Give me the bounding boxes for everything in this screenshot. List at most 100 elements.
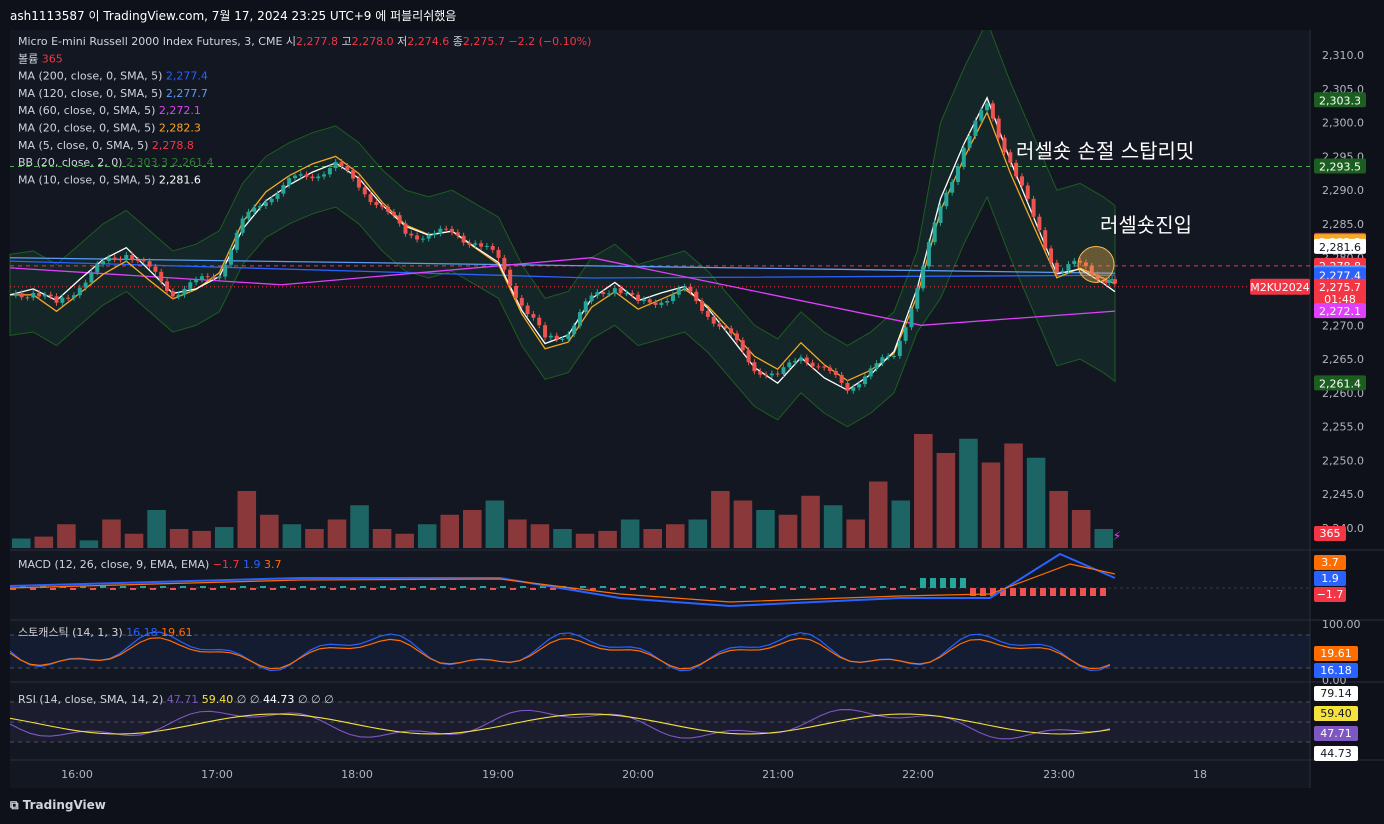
price-label: 2,281.6 <box>1319 241 1361 254</box>
legend-value: MA (20, close, 0, SMA, 5) <box>18 122 159 135</box>
candle <box>822 366 827 368</box>
macd-histogram-bar <box>230 588 236 590</box>
candle <box>205 276 210 278</box>
macd-histogram-bar <box>540 586 546 588</box>
macd-histogram-bar <box>710 588 716 590</box>
legend-value: −2.2 (−0.10%) <box>505 35 591 48</box>
macd-histogram-bar <box>670 588 676 590</box>
macd-histogram-bar <box>1050 588 1056 596</box>
rsi-label-box <box>1314 706 1358 721</box>
legend-value: 2,281.6 <box>159 173 201 186</box>
macd-histogram-bar <box>870 588 876 590</box>
macd-histogram-bar <box>340 586 346 588</box>
macd-histogram-bar <box>240 586 246 588</box>
time-tick-label: 23:00 <box>1043 768 1075 781</box>
macd-histogram-bar <box>10 588 16 590</box>
volume-bar <box>823 505 843 548</box>
candle <box>159 271 164 282</box>
candle <box>484 245 489 247</box>
annotation-entry: 러셀숏진입 <box>1100 213 1192 237</box>
legend-value: 종 <box>449 35 463 48</box>
candle <box>48 294 53 297</box>
volume-bar <box>665 524 685 548</box>
macd-histogram-bar <box>410 588 416 590</box>
time-tick-label: 18 <box>1193 768 1207 781</box>
macd-histogram-bar <box>490 588 496 590</box>
volume-bar <box>102 519 121 548</box>
macd-histogram-bar <box>1000 588 1006 596</box>
volume-bar <box>1071 510 1091 548</box>
stoch-legend-value: 19.61 <box>161 626 193 639</box>
macd-histogram-bar <box>630 588 636 590</box>
legend-row: MA (10, close, 0, SMA, 5) 2,281.6 <box>18 173 201 186</box>
macd-histogram-bar <box>950 578 956 588</box>
macd-histogram-bar <box>740 586 746 588</box>
macd-histogram-bar <box>190 588 196 590</box>
volume-bar <box>711 491 730 548</box>
candle <box>537 317 542 326</box>
candle <box>671 294 675 302</box>
volume-bar <box>395 533 414 548</box>
candle <box>153 266 158 272</box>
candle <box>525 305 530 315</box>
candle <box>368 194 373 203</box>
rsi-label: 44.73 <box>1320 747 1352 760</box>
legend-value: MA (200, close, 0, SMA, 5) <box>18 70 166 83</box>
macd-histogram-bar <box>310 588 316 590</box>
volume-bar <box>733 500 753 548</box>
candle <box>322 174 327 177</box>
rsi-label: 47.71 <box>1320 727 1352 740</box>
macd-histogram-bar <box>160 586 166 588</box>
chart-area[interactable]: 러셀숏 손절 스탑리밋러셀숏진입2,310.02,305.02,300.02,2… <box>0 30 1384 788</box>
candle <box>886 356 891 358</box>
symbol-badge-box <box>1250 278 1310 295</box>
candle <box>147 261 152 267</box>
macd-histogram-bar <box>770 588 776 590</box>
candle <box>1095 274 1100 281</box>
candle <box>862 376 867 385</box>
candle <box>717 323 722 327</box>
volume-bar <box>1094 529 1113 548</box>
candle <box>787 362 792 368</box>
candle <box>66 297 71 299</box>
macd-histogram-bar <box>1060 588 1066 596</box>
legend-value: MA (10, close, 0, SMA, 5) <box>18 173 159 186</box>
candle <box>362 187 367 195</box>
macd-histogram-bar <box>550 588 556 590</box>
candle <box>37 293 42 297</box>
macd-histogram-bar <box>70 588 76 590</box>
candle <box>25 297 30 299</box>
candle <box>479 243 484 247</box>
legend-row: BB (20, close, 2, 0) 2,303.3 2,261.4 <box>18 156 213 169</box>
stoch-label-box <box>1314 646 1358 661</box>
volume-bar <box>846 519 865 548</box>
macd-histogram-bar <box>330 588 336 590</box>
legend-value: 2,277.7 <box>166 87 208 100</box>
legend-value: Micro E-mini Russell 2000 Index Futures,… <box>18 35 282 48</box>
candle <box>461 235 466 243</box>
candle <box>665 301 670 303</box>
candle <box>333 161 338 169</box>
macd-histogram-bar <box>30 588 36 590</box>
price-label-box <box>1314 158 1366 174</box>
volume-bar <box>508 519 527 548</box>
candle <box>101 260 106 265</box>
candle <box>194 279 199 283</box>
candle <box>31 293 36 298</box>
tradingview-logo[interactable]: ⧉ TradingView <box>10 798 106 812</box>
macd-histogram-bar <box>930 578 936 588</box>
candle <box>816 366 821 368</box>
candle <box>420 238 425 240</box>
candle <box>519 298 524 306</box>
price-label: 2,272.1 <box>1319 305 1361 318</box>
macd-histogram-bar <box>620 586 626 588</box>
legend-value: 2,278.8 <box>152 139 194 152</box>
macd-histogram-bar <box>650 588 656 590</box>
legend-value: 2,277.4 <box>166 70 208 83</box>
macd-histogram-bar <box>880 586 886 588</box>
candle <box>921 266 926 289</box>
candle <box>444 228 449 230</box>
volume-bar <box>891 500 911 548</box>
symbol-badge: M2KU2024 <box>1250 281 1309 294</box>
candle <box>415 235 420 240</box>
